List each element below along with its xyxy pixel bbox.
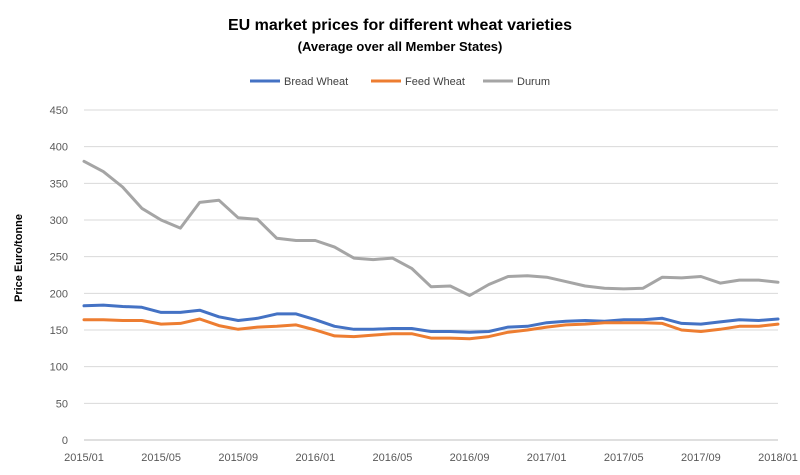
legend-label: Durum bbox=[517, 76, 550, 88]
chart-subtitle: (Average over all Member States) bbox=[298, 39, 503, 54]
x-tick-label: 2016/01 bbox=[295, 452, 335, 464]
x-tick-label: 2017/09 bbox=[681, 452, 721, 464]
legend: Bread Wheat Feed Wheat Durum bbox=[250, 76, 550, 88]
legend-label: Bread Wheat bbox=[284, 76, 348, 88]
x-tick-label: 2018/01 bbox=[758, 452, 798, 464]
x-axis-ticks: 2015/01 2015/05 2015/09 2016/01 2016/05 2016/… bbox=[64, 452, 798, 464]
series-line-durum bbox=[82, 159, 780, 297]
x-tick-label: 2016/05 bbox=[373, 452, 413, 464]
x-tick-label: 2015/01 bbox=[64, 452, 104, 464]
series-line-bread-wheat bbox=[82, 303, 780, 334]
y-tick-label: 400 bbox=[50, 142, 68, 154]
y-tick-label: 100 bbox=[50, 362, 68, 374]
gridlines bbox=[84, 109, 778, 441]
y-tick-label: 150 bbox=[50, 325, 68, 337]
y-tick-label: 250 bbox=[50, 252, 68, 264]
y-tick-label: 300 bbox=[50, 215, 68, 227]
legend-label: Feed Wheat bbox=[405, 76, 465, 88]
chart-title: EU market prices for different wheat var… bbox=[228, 17, 572, 34]
y-axis-ticks: 0 50 100 150 200 250 300 350 400 450 bbox=[50, 105, 68, 447]
x-tick-label: 2015/05 bbox=[141, 452, 181, 464]
y-tick-label: 0 bbox=[62, 435, 68, 447]
series-lines bbox=[82, 159, 780, 341]
x-tick-label: 2016/09 bbox=[450, 452, 490, 464]
y-tick-label: 200 bbox=[50, 288, 68, 300]
x-tick-label: 2015/09 bbox=[218, 452, 258, 464]
x-tick-label: 2017/01 bbox=[527, 452, 567, 464]
y-tick-label: 50 bbox=[56, 398, 68, 410]
y-axis-title: Price Euro/tonne bbox=[13, 214, 25, 302]
series-line-feed-wheat bbox=[82, 317, 780, 341]
y-tick-label: 450 bbox=[50, 105, 68, 117]
x-tick-label: 2017/05 bbox=[604, 452, 644, 464]
y-tick-label: 350 bbox=[50, 178, 68, 190]
